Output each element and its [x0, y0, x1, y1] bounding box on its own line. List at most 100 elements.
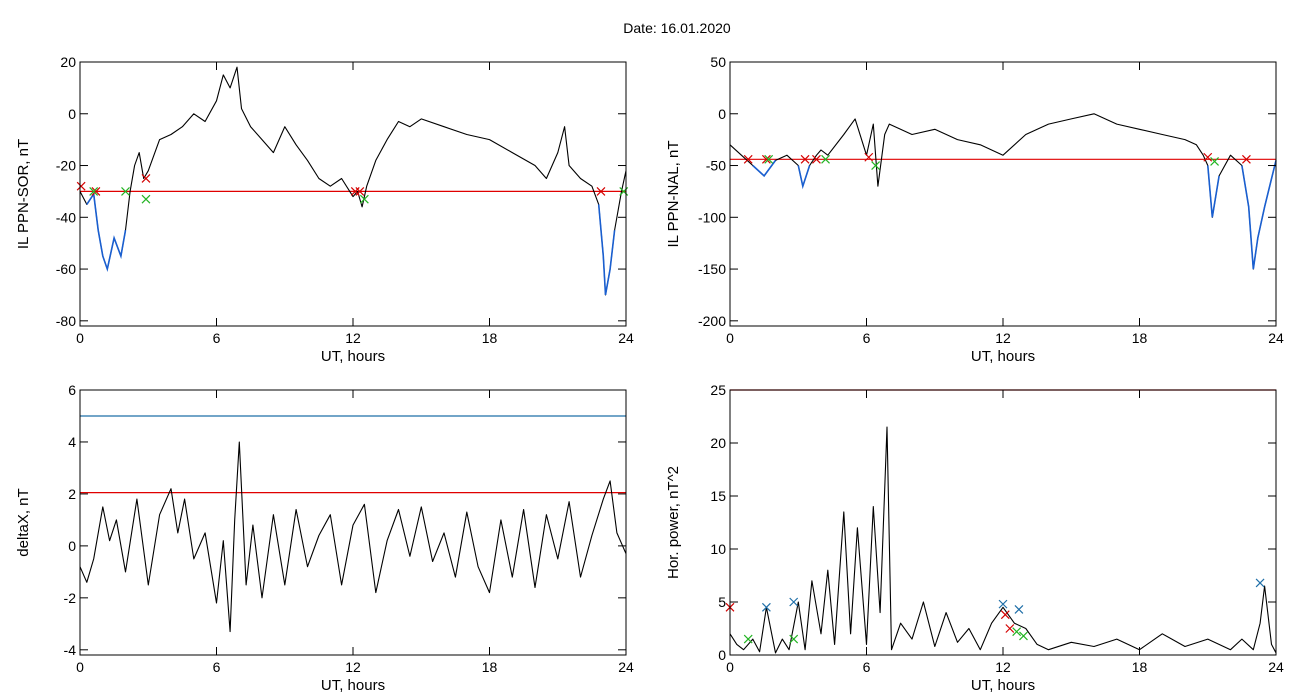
y-tick-label: -4 [64, 642, 77, 658]
red-marker [1203, 152, 1213, 162]
x-tick-label: 0 [76, 659, 84, 675]
y-tick-label: 25 [710, 382, 726, 398]
below-threshold-segment [1207, 165, 1220, 218]
green-marker [121, 186, 130, 196]
below-threshold-segment [797, 165, 811, 190]
y-tick-label: 0 [68, 106, 76, 122]
plot-frame [729, 61, 1277, 327]
green-marker [89, 186, 99, 196]
y-axis-label: IL PPN-NAL, nT [665, 141, 682, 248]
y-tick-label: 6 [68, 382, 76, 398]
green-marker [789, 634, 799, 644]
panel-il-ppn-sor: 0 6 12 18 24 -80 -60 -40 -20 0 20 UT, hours IL PPN-S… [15, 54, 634, 365]
series-line [729, 426, 1277, 654]
x-tick-label: 6 [213, 659, 221, 675]
x-axis-label: UT, hours [971, 348, 1035, 365]
green-marker [141, 194, 151, 204]
x-tick-label: 18 [1132, 659, 1148, 675]
x-tick-label: 18 [1132, 330, 1148, 346]
x-tick-label: 6 [213, 330, 221, 346]
green-marker [871, 161, 881, 170]
x-tick-label: 24 [618, 659, 634, 675]
green-marker [821, 154, 830, 164]
red-marker [800, 154, 810, 164]
x-tick-label: 0 [726, 659, 734, 675]
date-title: Date: 16.01.2020 [623, 20, 731, 36]
green-marker [1019, 631, 1028, 641]
series-line [79, 441, 627, 633]
y-tick-label: -200 [698, 313, 726, 329]
blue-marker [761, 602, 771, 612]
panel-il-ppn-nal: 0 6 12 18 24 -200 -150 -100 -50 0 50 UT, hours IL PP… [665, 54, 1284, 365]
red-marker [91, 186, 101, 196]
blue-marker [1255, 578, 1265, 588]
y-tick-label: 0 [718, 647, 726, 663]
y-tick-label: -2 [64, 590, 77, 606]
y-tick-label: 0 [718, 106, 726, 122]
y-tick-label: 5 [718, 594, 726, 610]
x-tick-label: 18 [482, 330, 498, 346]
blue-marker [789, 597, 799, 607]
y-tick-label: 4 [68, 434, 76, 450]
below-threshold-segment [86, 191, 127, 273]
y-tick-label: 15 [710, 488, 726, 504]
y-tick-label: -80 [56, 313, 76, 329]
y-tick-label: -40 [56, 209, 76, 225]
y-axis-label: IL PPN-SOR, nT [15, 139, 32, 249]
y-tick-label: 0 [68, 538, 76, 554]
y-tick-label: -20 [56, 158, 76, 174]
red-marker [743, 154, 753, 164]
plot-frame [729, 389, 1277, 656]
red-marker [812, 154, 821, 164]
y-tick-label: -150 [698, 261, 726, 277]
green-marker [359, 194, 369, 204]
y-tick-label: 2 [68, 486, 76, 502]
red-marker [76, 181, 86, 191]
red-marker [864, 152, 874, 162]
x-tick-label: 12 [995, 330, 1011, 346]
x-tick-label: 0 [726, 330, 734, 346]
y-axis-label: Hor. power, nT^2 [665, 466, 682, 579]
x-tick-label: 24 [1268, 330, 1284, 346]
below-threshold-segment [752, 159, 777, 178]
below-threshold-segment [597, 204, 616, 296]
x-tick-label: 6 [863, 659, 871, 675]
x-tick-label: 12 [995, 659, 1011, 675]
y-tick-label: -60 [56, 261, 76, 277]
red-marker [141, 174, 151, 183]
x-tick-label: 12 [345, 330, 361, 346]
y-tick-label: 10 [710, 541, 726, 557]
green-marker [764, 154, 774, 164]
x-tick-label: 18 [482, 659, 498, 675]
y-tick-label: 20 [710, 435, 726, 451]
y-axis-label: deltaX, nT [15, 488, 32, 556]
red-marker [1000, 610, 1010, 620]
below-threshold-segment [1241, 160, 1277, 270]
red-marker [355, 186, 365, 196]
x-tick-label: 0 [76, 330, 84, 346]
x-axis-label: UT, hours [321, 348, 385, 365]
blue-marker [998, 599, 1008, 609]
y-tick-label: -100 [698, 209, 726, 225]
red-marker [761, 154, 771, 164]
x-tick-label: 24 [1268, 659, 1284, 675]
panel-hor-power: 0 6 12 18 24 0 5 10 15 20 25 UT, hours Hor. power, n… [665, 382, 1284, 694]
x-tick-label: 6 [863, 330, 871, 346]
series-line [729, 113, 1277, 270]
x-tick-label: 12 [345, 659, 361, 675]
x-axis-label: UT, hours [321, 677, 385, 694]
green-marker [743, 634, 753, 644]
red-marker [596, 186, 606, 196]
x-axis-label: UT, hours [971, 677, 1035, 694]
x-tick-label: 24 [618, 330, 634, 346]
red-marker [1242, 154, 1251, 164]
y-tick-label: -50 [706, 158, 726, 174]
red-marker [1005, 624, 1015, 633]
y-tick-label: 50 [710, 54, 726, 70]
y-tick-label: 20 [60, 54, 76, 70]
green-marker [1012, 627, 1022, 637]
series-line [79, 66, 627, 296]
green-marker [1210, 156, 1219, 166]
